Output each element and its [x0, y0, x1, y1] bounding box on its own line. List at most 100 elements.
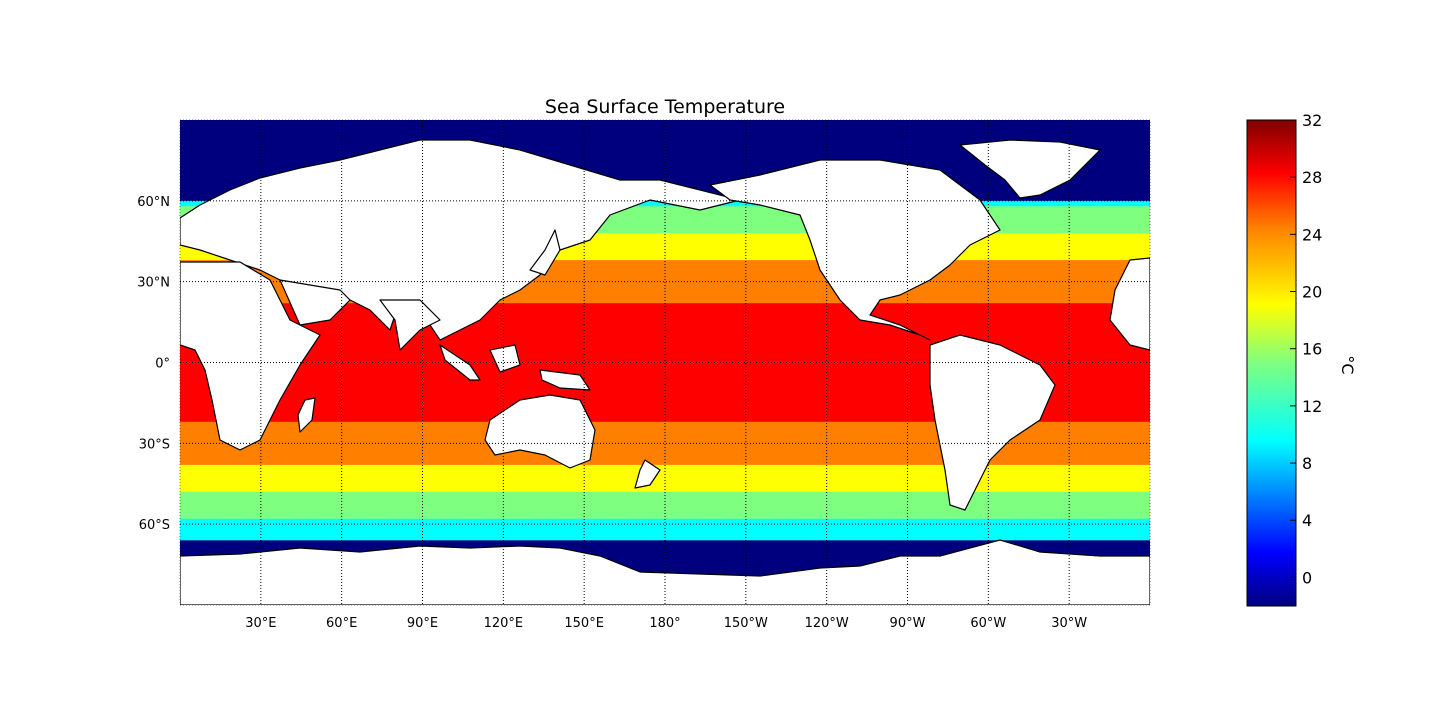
- colorbar-tick-label: 28: [1302, 168, 1322, 187]
- colorbar-tick-label: 0: [1302, 568, 1312, 587]
- lon-label: 60°W: [970, 616, 1006, 631]
- sst-band: [180, 157, 1150, 164]
- sst-band: [180, 497, 1150, 504]
- sst-band: [180, 211, 1150, 218]
- lon-label: 30°E: [245, 616, 276, 631]
- sst-band: [180, 481, 1150, 488]
- lon-label: 30°W: [1051, 616, 1087, 631]
- land-arabia: [279, 279, 351, 326]
- sst-band: [180, 551, 1150, 558]
- sst-band: [180, 292, 1150, 299]
- sst-band: [180, 464, 1150, 471]
- land-africa: [180, 261, 321, 451]
- latitude-labels: 60°N 30°N 0° 30°S 60°S: [137, 195, 170, 533]
- land-new-zealand: [634, 459, 661, 489]
- sst-band: [180, 130, 1150, 137]
- sst-map: [180, 120, 1150, 605]
- lon-label: 90°W: [890, 616, 926, 631]
- sst-band: [180, 340, 1150, 347]
- sst-band: [180, 373, 1150, 380]
- sst-band: [180, 416, 1150, 423]
- sst-band: [180, 443, 1150, 450]
- sst-band: [180, 281, 1150, 288]
- sst-band: [180, 125, 1150, 132]
- sst-band: [180, 524, 1150, 531]
- colorbar: [1246, 119, 1297, 607]
- lon-label: 90°E: [407, 616, 438, 631]
- sst-band: [180, 427, 1150, 434]
- sst-band: [180, 411, 1150, 417]
- sst-band: [180, 529, 1150, 536]
- colorbar-ticks: 0 4 8 12 16 20 24 28 32: [1290, 111, 1322, 587]
- lon-label: 120°W: [805, 616, 849, 631]
- colorbar-tick-label: 8: [1302, 454, 1312, 473]
- lon-label: 150°W: [724, 616, 768, 631]
- sst-band: [180, 454, 1150, 461]
- sst-band: [180, 146, 1150, 153]
- sst-band: [180, 545, 1150, 552]
- land-australia: [484, 394, 596, 469]
- longitude-labels: 30°E 60°E 90°E 120°E 150°E 180° 150°W 120°W 90°W…: [245, 616, 1087, 631]
- sst-band: [180, 502, 1150, 509]
- lat-label: 0°: [155, 357, 170, 372]
- lat-label: 60°N: [137, 195, 170, 210]
- lat-label: 60°S: [139, 518, 170, 533]
- chart-title: Sea Surface Temperature: [545, 96, 785, 118]
- map-frame: [179, 119, 1151, 606]
- sst-band: [180, 233, 1150, 240]
- sst-band: [180, 346, 1150, 353]
- sst-band: [180, 152, 1150, 159]
- sst-band: [180, 518, 1150, 525]
- sst-band: [180, 335, 1150, 342]
- colorbar-tick-label: 32: [1302, 111, 1322, 130]
- sst-band: [180, 163, 1150, 170]
- sst-band: [180, 227, 1150, 234]
- sst-band: [180, 308, 1150, 315]
- sst-band: [180, 437, 1150, 444]
- sst-band: [180, 173, 1150, 180]
- sst-band: [180, 400, 1150, 407]
- sst-band: [180, 120, 1150, 126]
- sst-band: [180, 470, 1150, 477]
- land-borneo: [489, 344, 521, 373]
- land-europe-west: [1109, 257, 1150, 351]
- land-india: [379, 299, 441, 351]
- land-greenland: [959, 139, 1101, 199]
- land-north-america: [709, 159, 1001, 341]
- sst-band: [180, 206, 1150, 213]
- land-masses: [180, 139, 1150, 605]
- sst-band: [180, 260, 1150, 267]
- colorbar-label: °C: [1338, 355, 1357, 374]
- lat-label: 30°S: [139, 437, 170, 452]
- sst-band: [180, 394, 1150, 401]
- lon-label: 180°: [649, 616, 680, 631]
- sst-band: [180, 448, 1150, 455]
- sst-band: [180, 314, 1150, 320]
- sst-band: [180, 287, 1150, 294]
- land-japan: [529, 229, 561, 276]
- sst-band: [180, 238, 1150, 245]
- sst-band: [180, 362, 1150, 369]
- land-south-america: [929, 334, 1056, 511]
- sst-band: [180, 389, 1150, 396]
- lon-label: 60°E: [326, 616, 357, 631]
- colorbar-tick-label: 16: [1302, 340, 1322, 359]
- lon-label: 120°E: [484, 616, 524, 631]
- sst-band: [180, 265, 1150, 272]
- sst-band: [180, 200, 1150, 207]
- sst-band: [180, 254, 1150, 261]
- colorbar-tick-label: 20: [1302, 283, 1322, 302]
- sst-band: [180, 319, 1150, 326]
- colorbar-tick-label: 12: [1302, 397, 1322, 416]
- land-new-guinea: [539, 369, 591, 391]
- lon-label: 150°E: [564, 616, 604, 631]
- sst-band: [180, 421, 1150, 428]
- lat-label: 30°N: [137, 276, 170, 291]
- sst-band: [180, 475, 1150, 482]
- colorbar-tick-label: 24: [1302, 225, 1322, 244]
- sst-band: [180, 136, 1150, 143]
- sst-band: [180, 491, 1150, 498]
- land-madagascar: [297, 397, 316, 433]
- sst-band: [180, 367, 1150, 374]
